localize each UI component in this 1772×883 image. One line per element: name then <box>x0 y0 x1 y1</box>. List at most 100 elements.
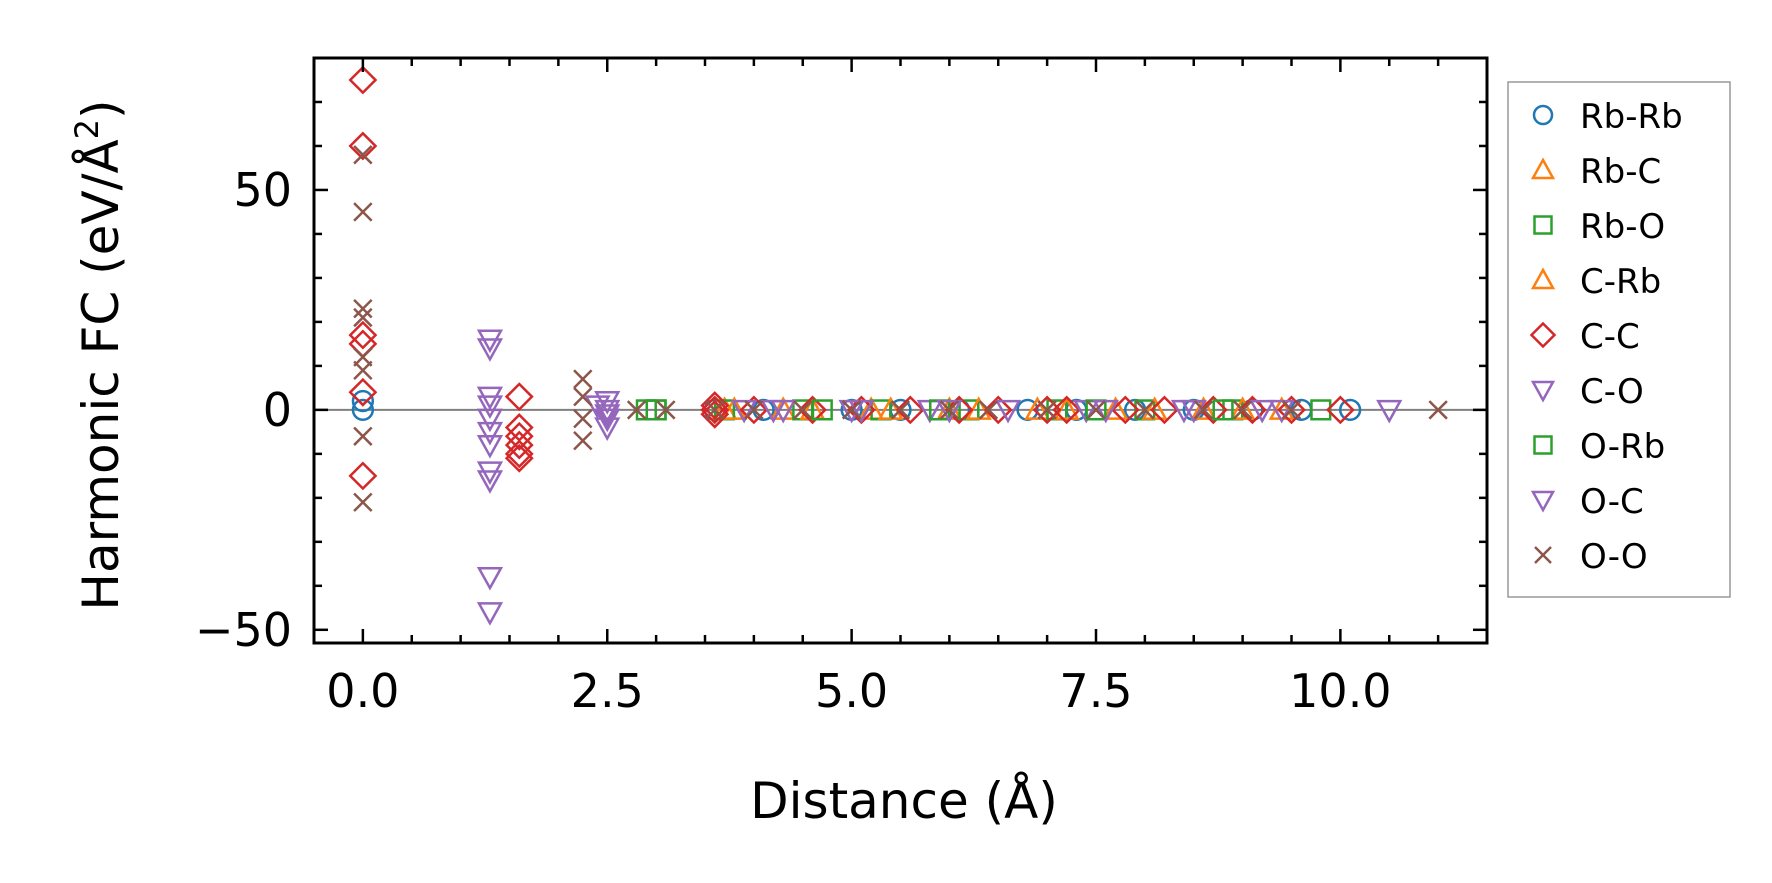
legend-label: O-C <box>1580 482 1644 522</box>
data-point <box>348 131 378 161</box>
data-point <box>1053 396 1080 420</box>
y-tick-label: −50 <box>195 603 292 657</box>
data-point <box>573 408 593 429</box>
legend-label: O-O <box>1580 537 1648 577</box>
data-point <box>1237 395 1267 425</box>
data-point <box>353 426 373 446</box>
legend-item-c-c: C-C <box>1529 317 1640 357</box>
data-point <box>1052 395 1082 425</box>
legend-label: C-Rb <box>1580 262 1661 302</box>
data-point <box>730 399 758 424</box>
data-point <box>1310 399 1332 421</box>
data-point <box>1249 399 1276 424</box>
x-tick-label: 7.5 <box>1059 664 1132 718</box>
data-point <box>504 443 534 473</box>
data-point <box>353 492 373 512</box>
y-axis-label-main: Harmonic FC (eV/Å <box>72 139 130 610</box>
data-point <box>353 299 373 319</box>
data-point <box>1376 399 1403 424</box>
axis-ticks <box>314 58 1487 643</box>
data-point <box>1141 396 1168 420</box>
legend-frame <box>1507 81 1731 598</box>
legend-label: Rb-O <box>1580 207 1665 247</box>
data-point <box>721 396 748 420</box>
tick-labels: 0.0 2.5 5.0 7.5 10.0 −50 0 50 <box>195 163 1392 718</box>
data-point <box>626 400 647 420</box>
data-point <box>1150 395 1179 425</box>
y-axis-label-superscript: 2 <box>68 119 106 139</box>
data-point <box>1232 400 1253 420</box>
data-point <box>476 395 504 420</box>
y-tick-label: 0 <box>263 383 292 437</box>
legend-marker <box>1532 104 1554 126</box>
legend-item-c-rb: C-Rb <box>1530 262 1661 302</box>
data-point <box>1193 400 1214 420</box>
data-point <box>939 400 960 420</box>
data-point <box>1198 395 1228 425</box>
data-point <box>936 399 963 424</box>
data-markers <box>348 65 1448 626</box>
data-point <box>700 395 730 425</box>
legend-item-o-rb: O-Rb <box>1533 427 1665 467</box>
data-point <box>978 400 999 420</box>
data-point <box>353 202 373 222</box>
data-point <box>504 430 534 460</box>
legend: Rb-Rb Rb-C Rb-O C-Rb C-C C-O O-Rb O-C O-O <box>1507 81 1731 598</box>
legend-marker <box>1533 435 1553 455</box>
legend-item-o-o: O-O <box>1534 537 1648 577</box>
data-point <box>351 398 375 422</box>
legend-marker <box>1530 267 1556 290</box>
data-point <box>353 145 373 165</box>
series-c-rb <box>721 396 1256 420</box>
data-point <box>573 430 593 451</box>
data-point <box>353 347 373 367</box>
legend-marker <box>1530 380 1556 403</box>
data-point <box>890 400 911 420</box>
data-point <box>348 320 378 350</box>
data-point <box>348 65 378 95</box>
data-point <box>351 389 375 413</box>
data-point <box>744 400 764 420</box>
data-point <box>1325 395 1355 425</box>
legend-marker <box>1530 490 1556 513</box>
data-point <box>1229 396 1256 420</box>
legend-marker <box>1534 546 1552 564</box>
data-point <box>811 399 833 421</box>
legend-label: O-Rb <box>1580 427 1665 467</box>
data-point <box>739 395 769 425</box>
data-point <box>1102 396 1129 420</box>
data-point <box>656 400 676 420</box>
data-point <box>1268 399 1295 424</box>
legend-label: Rb-C <box>1580 152 1661 192</box>
series-o-c <box>584 395 1295 428</box>
data-point <box>877 396 904 420</box>
data-point <box>573 387 593 407</box>
data-point <box>476 408 504 433</box>
data-point <box>1180 399 1207 424</box>
data-point <box>476 602 504 626</box>
data-point <box>476 566 504 591</box>
y-axis-label-close: ) <box>72 99 130 119</box>
data-point <box>1037 400 1057 420</box>
data-point <box>1024 396 1051 420</box>
data-point <box>476 435 504 459</box>
data-point <box>348 461 378 491</box>
data-point <box>700 399 730 429</box>
legend-item-rb-c: Rb-C <box>1530 152 1661 192</box>
legend-marker <box>1529 321 1557 349</box>
data-point <box>504 439 534 469</box>
data-point <box>1277 395 1306 425</box>
data-point <box>965 396 992 420</box>
series-o-o <box>353 145 1448 512</box>
data-point <box>1428 400 1448 420</box>
data-point <box>348 377 378 407</box>
data-point <box>1190 396 1217 420</box>
x-tick-label: 10.0 <box>1289 664 1391 718</box>
data-point <box>1110 395 1140 425</box>
data-point <box>848 399 875 424</box>
plot-area <box>312 56 1489 645</box>
data-point <box>760 399 787 424</box>
data-point <box>594 417 621 442</box>
legend-label: C-C <box>1580 317 1640 357</box>
